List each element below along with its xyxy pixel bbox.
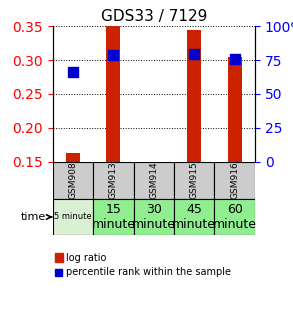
FancyBboxPatch shape [134,198,174,235]
Title: GDS33 / 7129: GDS33 / 7129 [100,9,207,24]
Text: GSM916: GSM916 [230,161,239,199]
Bar [228,57,242,162]
Text: log ratio: log ratio [66,252,106,263]
Point [192,51,197,57]
Text: 45
minute: 45 minute [172,203,216,231]
Text: time: time [21,212,52,222]
FancyBboxPatch shape [174,198,214,235]
FancyBboxPatch shape [53,162,93,198]
Bar [55,269,62,276]
Text: 15
minute: 15 minute [91,203,135,231]
Text: percentile rank within the sample: percentile rank within the sample [66,267,231,277]
Bar [55,253,63,262]
Text: GSM914: GSM914 [149,161,158,199]
Point [71,70,75,75]
Text: 30
minute: 30 minute [132,203,176,231]
Bar [187,30,201,162]
FancyBboxPatch shape [174,162,214,198]
Text: GSM915: GSM915 [190,161,199,199]
Bar [66,153,80,162]
FancyBboxPatch shape [134,162,174,198]
FancyBboxPatch shape [93,162,134,198]
FancyBboxPatch shape [214,198,255,235]
Text: GSM913: GSM913 [109,161,118,199]
Bar [106,26,120,162]
Text: GSM908: GSM908 [69,161,77,199]
Text: 60
minute: 60 minute [213,203,257,231]
Point [111,53,116,58]
FancyBboxPatch shape [214,162,255,198]
FancyBboxPatch shape [53,198,93,235]
FancyBboxPatch shape [93,198,134,235]
Text: 5 minute: 5 minute [54,213,92,221]
Point [232,56,237,61]
